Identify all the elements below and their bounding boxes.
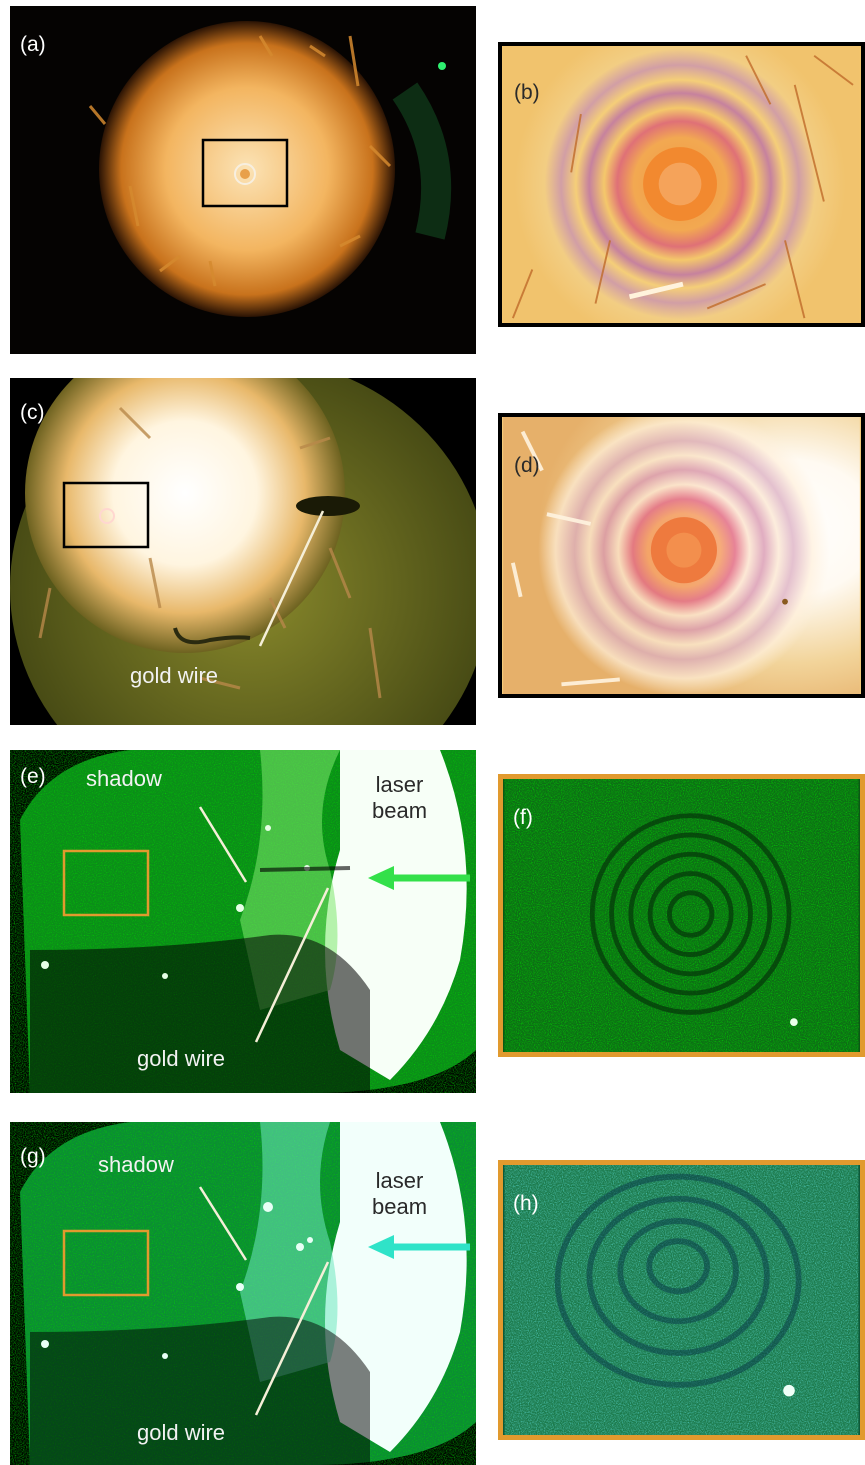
laser-label-line1-g: laser	[375, 1168, 424, 1193]
panel-label-h: (h)	[513, 1192, 539, 1215]
panel-label-g: (g)	[20, 1145, 46, 1168]
panel-label-b: (b)	[514, 81, 540, 104]
inset-frame-g	[62, 1229, 150, 1297]
panel-h-photo: (h)	[498, 1160, 865, 1440]
microscope-image-h	[504, 1165, 859, 1435]
laser-beam-label-g: laser beam	[372, 1168, 427, 1221]
microscope-image-e	[10, 750, 476, 1093]
panel-c-photo: (c) gold wire	[10, 378, 476, 725]
microscope-image-b	[503, 46, 860, 323]
panel-a-photo: (a)	[10, 6, 476, 354]
shadow-pointer-e	[198, 806, 248, 883]
shadow-pointer-g	[198, 1186, 248, 1261]
laser-label-line2-e: beam	[372, 798, 428, 824]
microscope-image-d	[503, 417, 860, 694]
inset-frame-a	[201, 138, 289, 208]
gold-wire-pointer-c	[258, 510, 325, 647]
panel-g-photo: (g) shadow laser beam gold wire	[10, 1122, 476, 1465]
panel-b-photo: (b)	[498, 42, 865, 327]
inset-frame-c	[62, 481, 150, 549]
gold-wire-label-c: gold wire	[130, 663, 219, 688]
panel-e-photo: (e) shadow laser beam gold wire	[10, 750, 476, 1093]
microscope-image-a	[10, 6, 476, 354]
panel-label-a: (a)	[20, 33, 46, 56]
shadow-label-g: shadow	[98, 1152, 174, 1177]
panel-label-f: (f)	[513, 806, 533, 829]
microscope-image-c	[10, 378, 476, 725]
gold-wire-label-g: gold wire	[137, 1420, 226, 1445]
inset-frame-e	[62, 849, 150, 917]
microscope-image-f	[504, 779, 859, 1052]
panel-label-c: (c)	[20, 401, 45, 424]
laser-label-line1-e: laser	[375, 772, 424, 797]
gold-wire-pointer-g	[254, 1261, 330, 1416]
laser-beam-label-e: laser beam	[372, 772, 427, 825]
panel-d-photo: (d)	[498, 413, 865, 698]
laser-label-line2-g: beam	[372, 1194, 428, 1220]
panel-label-e: (e)	[20, 765, 46, 788]
gold-wire-pointer-e	[254, 887, 330, 1043]
shadow-label-e: shadow	[86, 766, 162, 791]
microscope-image-g	[10, 1122, 476, 1465]
panel-f-photo: (f)	[498, 774, 865, 1057]
gold-wire-label-e: gold wire	[137, 1046, 226, 1071]
panel-label-d: (d)	[514, 454, 540, 477]
